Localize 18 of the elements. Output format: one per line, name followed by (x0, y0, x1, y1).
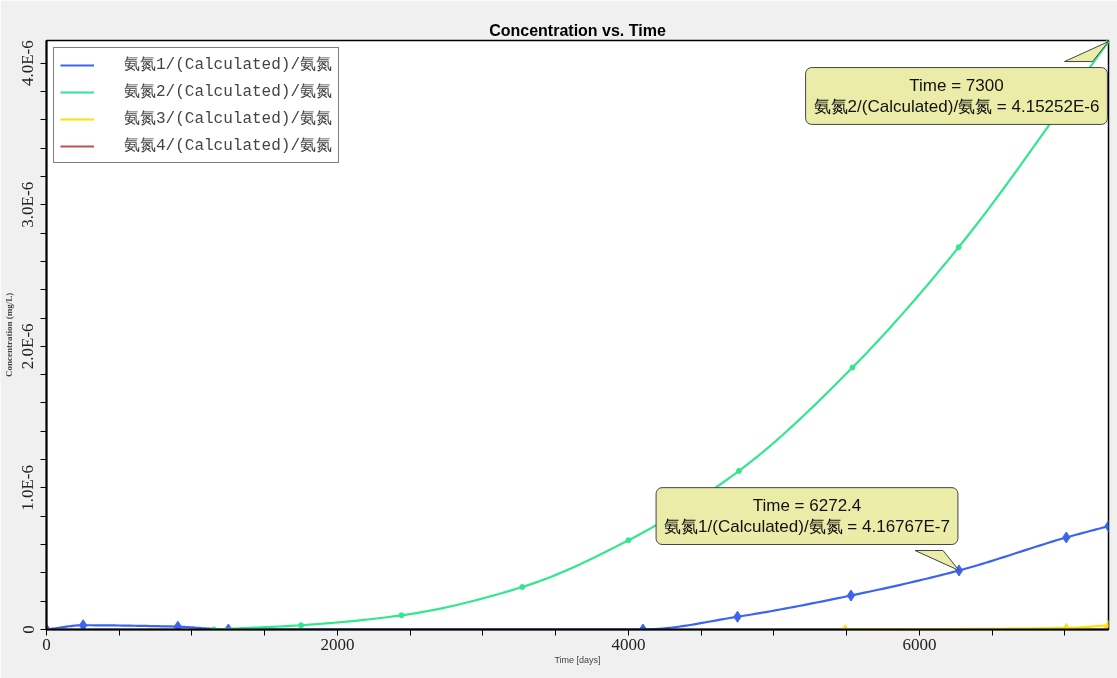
x-tick-label: 6000 (902, 634, 937, 654)
chart-title: Concentration vs. Time (489, 21, 666, 39)
x-tick-label: 2000 (320, 634, 355, 654)
legend-label: 氨氮4/(Calculated)/氨氮 (124, 136, 333, 156)
y-tick-label: 0 (18, 625, 38, 634)
legend-label: 氨氮3/(Calculated)/氨氮 (124, 109, 333, 129)
y-tick-label: 2.0E-6 (18, 323, 38, 370)
x-tick-label: 0 (42, 634, 51, 654)
y-tick-label: 1.0E-6 (18, 465, 38, 511)
x-tick-label: 4000 (611, 634, 646, 654)
legend-label: 氨氮1/(Calculated)/氨氮 (124, 55, 333, 75)
x-axis-title: Time [days] (554, 654, 601, 665)
y-axis-title: Concentration (mg/L) (3, 292, 14, 378)
annotation: Time = 6272.4 氨氮1/(Calculated)/氨氮 = 4.16767E-7 (664, 495, 950, 537)
annotation: Time = 7300 氨氮2/(Calculated)/氨氮 = 4.15252E-6 (813, 75, 1100, 117)
legend-label: 氨氮2/(Calculated)/氨氮 (124, 82, 333, 102)
y-tick-label: 3.0E-6 (18, 181, 38, 228)
y-tick-label: 4.0E-6 (18, 40, 38, 87)
